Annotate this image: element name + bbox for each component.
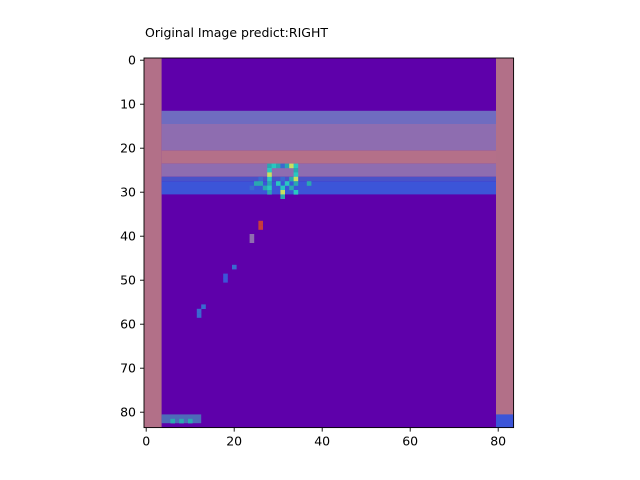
image-pixel	[276, 181, 281, 186]
image-pixel	[293, 163, 299, 169]
axes-frame	[143, 57, 515, 429]
image-pixel	[267, 176, 272, 182]
image-pixel	[280, 176, 285, 182]
y-tick-label: 0	[128, 53, 136, 68]
image-pixel	[289, 176, 294, 182]
x-tick-label: 40	[314, 434, 330, 449]
x-tick-label: 80	[490, 434, 506, 449]
x-tick-label: 60	[402, 434, 418, 449]
image-region-4	[161, 150, 496, 164]
image-pixel	[267, 185, 272, 191]
image-region-5	[161, 163, 496, 177]
y-axis: 0 10 20 30 40 50 60 70 80	[120, 53, 144, 420]
x-tick-label: 0	[142, 434, 150, 449]
image-pixel	[188, 418, 193, 424]
image-pixel	[267, 190, 272, 195]
y-tick-label: 30	[120, 185, 136, 200]
image-region-8	[496, 414, 514, 428]
image-pixel	[170, 418, 175, 424]
image-pixel	[232, 264, 237, 270]
image-region-3	[161, 124, 496, 151]
image-region-0	[144, 58, 162, 428]
image-pixel	[267, 168, 272, 173]
image-pixel	[258, 225, 263, 230]
image-pixel	[293, 176, 299, 182]
image-pixel	[267, 181, 272, 186]
image-plot	[144, 58, 514, 428]
image-pixel	[249, 185, 255, 191]
image-pixel	[262, 185, 268, 191]
image-pixel	[280, 190, 285, 195]
y-tick-label: 80	[120, 405, 136, 420]
image-region-6	[161, 176, 496, 182]
image-pixel	[223, 273, 228, 279]
image-region-2	[161, 110, 496, 124]
y-tick-label: 40	[120, 229, 136, 244]
image-pixel	[271, 163, 277, 169]
y-tick-label: 50	[120, 273, 136, 288]
image-pixel	[201, 304, 206, 309]
image-region-1	[496, 58, 514, 428]
image-region-7	[161, 181, 496, 195]
image-pixel	[267, 163, 272, 169]
y-tick-label: 70	[120, 361, 136, 376]
image-pixel	[179, 418, 184, 424]
image-pixel	[289, 185, 294, 191]
x-axis: 0 20 40 60 80	[142, 427, 506, 449]
image-pixel	[280, 194, 285, 199]
image-pixel	[280, 163, 285, 169]
image-pixel	[293, 181, 299, 186]
image-pixel	[293, 168, 299, 173]
image-pixel	[196, 313, 202, 318]
image-pixel	[306, 181, 312, 186]
image-pixel	[258, 181, 263, 186]
image-pixel	[280, 185, 285, 191]
chart-title: Original Image predict:RIGHT	[145, 25, 328, 40]
image-pixel	[267, 172, 272, 177]
image-pixel	[249, 238, 255, 243]
image-pixel	[196, 308, 202, 314]
image-pixel	[276, 163, 281, 169]
image-pixel	[289, 163, 294, 169]
y-tick-label: 60	[120, 317, 136, 332]
image-pixel	[293, 190, 299, 195]
image-pixel	[249, 234, 255, 239]
image-pixel	[254, 181, 259, 186]
image-pixel	[293, 172, 299, 177]
y-tick-label: 10	[120, 97, 136, 112]
x-tick-label: 20	[226, 434, 242, 449]
image-pixel	[284, 181, 290, 186]
y-tick-label: 20	[120, 141, 136, 156]
image-pixel	[258, 176, 263, 182]
image-pixel	[223, 278, 228, 283]
image-pixel	[258, 220, 263, 226]
image-pixel	[284, 163, 290, 169]
